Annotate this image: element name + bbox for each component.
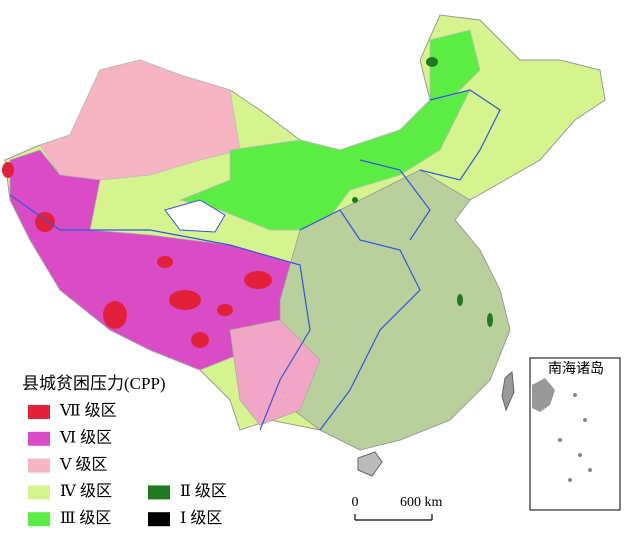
patch (157, 256, 173, 268)
legend-swatch (28, 485, 50, 500)
legend-label: Ⅰ 级区 (180, 509, 222, 527)
patch (2, 162, 14, 178)
legend: Ⅶ 级区 Ⅵ 级区 Ⅴ 级区 Ⅳ 级区 Ⅲ 级区 Ⅱ 级区 Ⅰ 级区 (28, 402, 227, 527)
legend-label: Ⅲ 级区 (60, 509, 111, 527)
region-southwest-pink (229, 319, 321, 426)
legend-label: Ⅴ 级区 (59, 455, 108, 473)
patch (169, 290, 201, 310)
legend-swatch (148, 512, 170, 527)
patch (244, 271, 272, 289)
dark-patches (352, 57, 493, 327)
boundary (419, 89, 501, 181)
region-southeast (279, 169, 511, 451)
patch (35, 212, 55, 232)
legend-label: Ⅱ 级区 (180, 482, 227, 500)
legend-label: Ⅵ 级区 (59, 428, 112, 446)
legend-swatch (148, 485, 170, 500)
legend-title: 县城贫困压力(CPP) (22, 374, 166, 393)
boundaries (9, 89, 501, 431)
scale-start: 0 (352, 495, 359, 510)
patch (191, 332, 209, 348)
patch (457, 294, 463, 306)
scale-end: 600 km (400, 495, 443, 510)
boundary (299, 209, 421, 431)
hainan (357, 451, 383, 477)
scale-bar (354, 514, 433, 521)
boundary (9, 194, 311, 431)
patch (426, 57, 438, 67)
china-map (2, 14, 606, 477)
patch (103, 301, 127, 329)
boundary (359, 159, 431, 241)
legend-swatch (28, 512, 50, 527)
patch (217, 304, 233, 316)
patch (352, 197, 358, 203)
legend-label: Ⅶ 级区 (59, 402, 117, 420)
inset: 南海诸岛 (529, 357, 621, 511)
inset-islands (558, 393, 592, 482)
legend-swatch (28, 431, 50, 446)
inset-land (532, 378, 555, 412)
legend-swatch (28, 458, 50, 473)
patch (487, 313, 493, 327)
legend-label: Ⅳ 级区 (60, 482, 112, 500)
taiwan (501, 370, 515, 412)
region-blank (164, 199, 226, 233)
region-northeast-green (429, 29, 481, 101)
legend-swatch (28, 405, 50, 419)
red-patches (2, 162, 272, 348)
inset-title: 南海诸岛 (548, 361, 604, 377)
